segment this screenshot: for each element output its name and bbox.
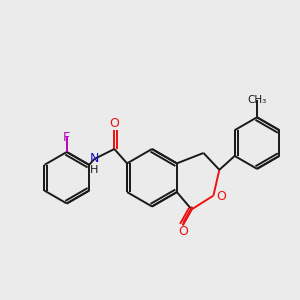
Text: CH₃: CH₃ [248,95,267,106]
Text: H: H [90,165,99,175]
Text: O: O [178,225,188,238]
Text: O: O [216,190,226,203]
Text: N: N [90,152,99,165]
Text: F: F [63,130,70,144]
Text: O: O [110,117,119,130]
